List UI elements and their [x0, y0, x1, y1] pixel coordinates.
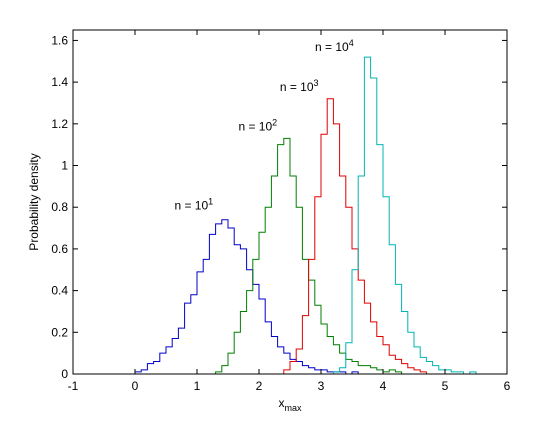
- annotation-exponent: 2: [272, 117, 277, 127]
- y-tick-label: 0.2: [51, 325, 68, 339]
- series-annotation-2: n = 102: [238, 117, 277, 133]
- y-axis-title: Probability density: [27, 153, 41, 250]
- y-tick-label: 0: [61, 367, 68, 381]
- series-annotation-4: n = 104: [315, 38, 354, 54]
- x-axis-title: xmax: [278, 396, 302, 413]
- annotation-exponent: 3: [314, 78, 319, 88]
- x-axis-title-subscript: max: [284, 403, 302, 413]
- annotation-base: n = 10: [280, 80, 314, 94]
- series-layer: [134, 56, 483, 375]
- y-tick-label: 1.6: [51, 33, 68, 47]
- series-annotation-3: n = 103: [280, 78, 319, 94]
- histogram-series-2: [215, 137, 408, 375]
- y-tick-label: 0.8: [51, 200, 68, 214]
- annotation-base: n = 10: [315, 40, 349, 54]
- tick-layer: -1 0 1 2 3 4 5 600.20.40.60.811.21.41.6: [51, 30, 511, 393]
- histogram-series-4: [332, 56, 483, 375]
- x-tick-label: 2: [256, 379, 263, 393]
- y-tick-label: 1.4: [51, 75, 68, 89]
- annotation-exponent: 1: [208, 197, 213, 207]
- y-tick-label: 0.4: [51, 284, 68, 298]
- histogram-series-1: [134, 219, 365, 375]
- y-tick-label: 1: [61, 159, 68, 173]
- annotation-base: n = 10: [238, 119, 272, 133]
- x-tick-label: 6: [504, 379, 511, 393]
- x-tick-label: -1: [68, 379, 79, 393]
- annotation-base: n = 10: [174, 199, 208, 213]
- x-axis-title-base: x: [278, 396, 284, 410]
- x-tick-label: 4: [380, 379, 387, 393]
- y-tick-label: 1.2: [51, 117, 68, 131]
- x-tick-label: 1: [194, 379, 201, 393]
- x-tick-label: 5: [442, 379, 449, 393]
- series-annotation-1: n = 101: [174, 197, 213, 213]
- y-tick-label: 0.6: [51, 242, 68, 256]
- x-tick-label: 0: [132, 379, 139, 393]
- annotation-exponent: 4: [349, 38, 354, 48]
- plot-frame: [72, 29, 508, 375]
- x-tick-label: 3: [318, 379, 325, 393]
